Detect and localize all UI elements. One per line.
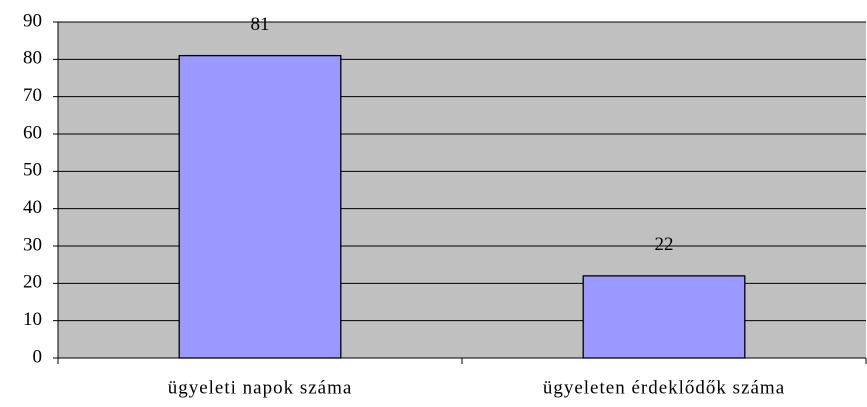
x-tick-label: ügyeleti napok száma [168, 377, 353, 398]
y-tick-label: 10 [23, 309, 42, 330]
y-tick-label: 20 [23, 272, 42, 293]
data-label: 81 [251, 14, 270, 35]
data-label: 22 [655, 234, 674, 255]
y-tick-label: 50 [23, 160, 42, 181]
bar [178, 54, 342, 359]
y-tick-label: 90 [23, 10, 42, 31]
y-tick-label: 0 [33, 346, 43, 367]
y-tick-label: 60 [23, 122, 42, 143]
y-tick-label: 70 [23, 85, 42, 106]
y-tick-label: 80 [23, 48, 42, 69]
y-tick-label: 40 [23, 197, 42, 218]
bar [582, 275, 746, 359]
x-tick-label: ügyeleten érdeklődők száma [543, 377, 785, 398]
y-tick-label: 30 [23, 234, 42, 255]
